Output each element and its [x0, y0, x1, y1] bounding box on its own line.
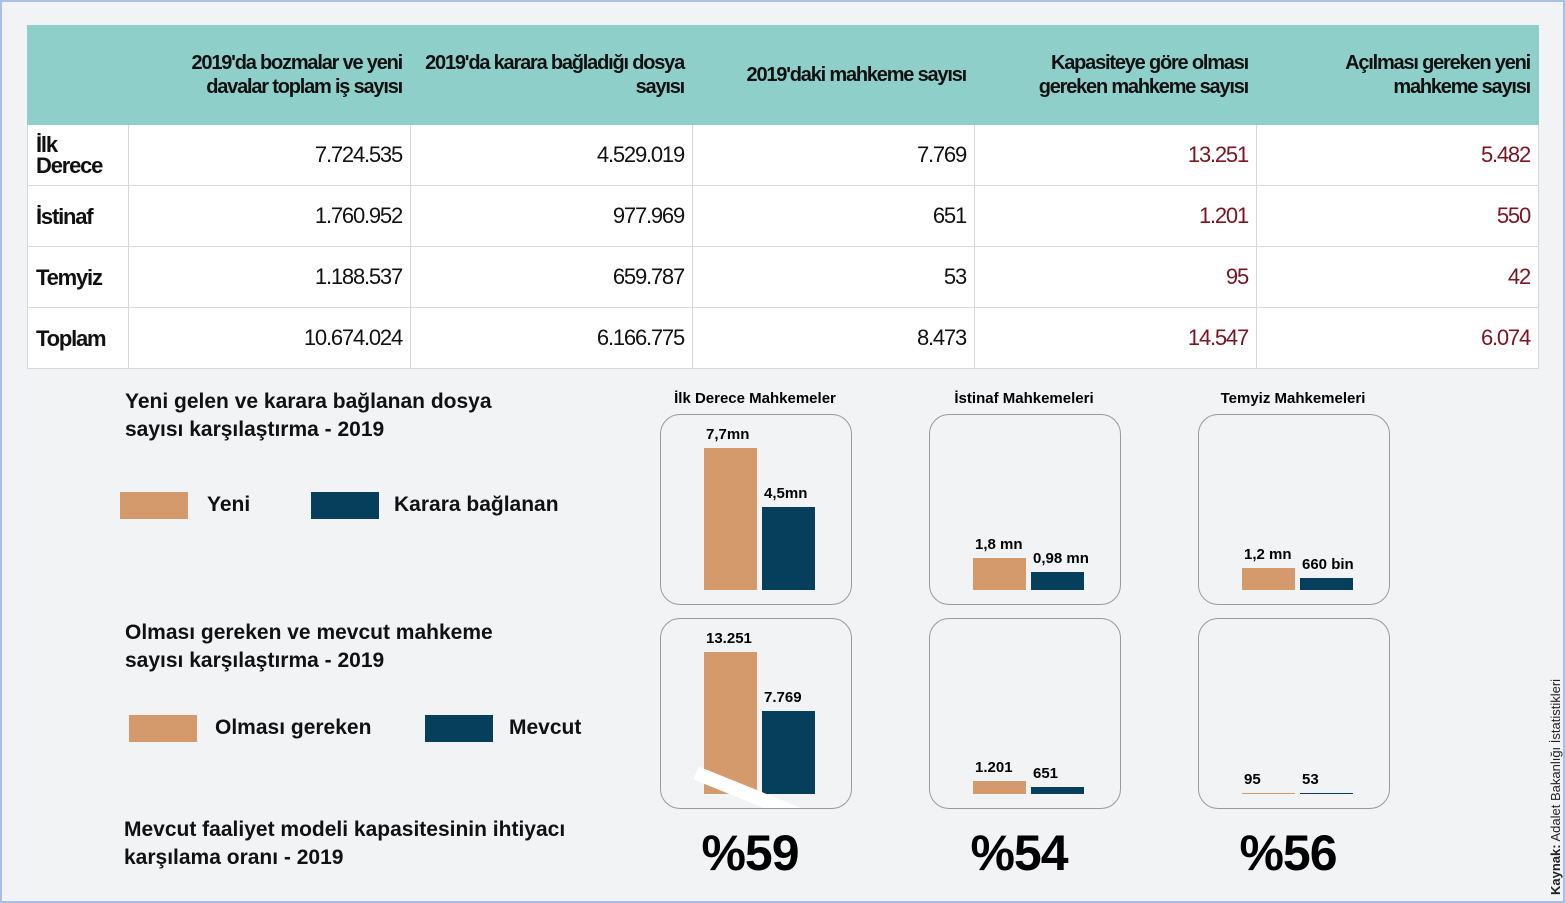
table-cell: 6.074 [1256, 307, 1539, 369]
value-label: 53 [1302, 771, 1319, 789]
table-cell: 659.787 [410, 246, 693, 308]
chart-panel: 1,2 mn 660 bin [1198, 414, 1390, 605]
chart-panel: 1,8 mn 0,98 mn [929, 414, 1121, 605]
legend-label: Olması gereken [215, 716, 372, 739]
table-cell: 53 [692, 246, 975, 308]
legend-swatch [425, 715, 493, 742]
table-cell: 1.201 [974, 185, 1257, 247]
chart-panel: 95 53 [1198, 618, 1390, 809]
value-label: 7.769 [764, 688, 802, 706]
section-title: Olması gereken ve mevcut mahkeme sayısı … [125, 621, 493, 672]
bar [1242, 792, 1295, 794]
table-cell: 5.482 [1256, 124, 1539, 186]
row-label: Temyiz [27, 246, 129, 308]
legend-label: Yeni [207, 493, 251, 516]
table-cell: 10.674.024 [128, 307, 411, 369]
value-label: 651 [1033, 765, 1059, 783]
bar [1300, 793, 1353, 794]
table-cell: 651 [692, 185, 975, 247]
value-label: 4,5mn [764, 484, 808, 502]
value-label: 1,8 mn [975, 535, 1023, 553]
table-cell: 1.188.537 [128, 246, 411, 308]
legend-label: Karara bağlanan [394, 493, 559, 516]
table-cell: 95 [974, 246, 1257, 308]
court-title: Temyiz Mahkemeleri [1220, 390, 1366, 407]
ratio-value: %54 [970, 825, 1068, 881]
table-cell: 14.547 [974, 307, 1257, 369]
ratio-value: %56 [1239, 825, 1337, 881]
bar [762, 710, 815, 794]
ratio-value: %59 [701, 825, 799, 881]
chart-panel: 1.201 651 [929, 618, 1121, 809]
legend-swatch [120, 492, 188, 519]
table-cell: 8.473 [692, 307, 975, 369]
source: Kaynak: Adalet Bakanlığı İstatistikleri [1548, 679, 1563, 895]
bar [762, 506, 815, 590]
value-label: 95 [1244, 770, 1261, 788]
section-title: Yeni gelen ve karara bağlanan dosya sayı… [125, 390, 492, 441]
table-cell: 550 [1256, 185, 1539, 247]
row-label: Toplam [27, 307, 129, 369]
header-row: 2019'da bozmalar ve yeni davalar toplam … [27, 25, 1539, 125]
table-cell: 6.166.775 [410, 307, 693, 369]
bar [704, 448, 757, 590]
data-table: 2019'da bozmalar ve yeni davalar toplam … [27, 25, 1539, 369]
value-label: 0,98 mn [1033, 550, 1089, 568]
table-row: Toplam 10.674.024 6.166.775 8.473 14.547 6.07… [27, 307, 1539, 369]
table-row: Temyiz 1.188.537 659.787 53 95 42 [27, 246, 1539, 308]
legend-label: Mevcut [509, 716, 582, 739]
table-cell: 1.760.952 [128, 185, 411, 247]
header-cell: 2019'da bozmalar ve yeni davalar toplam … [128, 25, 411, 125]
table-cell: 7.769 [692, 124, 975, 186]
chart-panel: 7,7mn 4,5mn [660, 414, 852, 605]
table-cell: 42 [1256, 246, 1539, 308]
header-cell: Kapasiteye göre olması gereken mahkeme s… [974, 25, 1257, 125]
table-row: İstinaf 1.760.952 977.969 651 1.201 550 [27, 185, 1539, 247]
source-text: Adalet Bakanlığı İstatistikleri [1548, 678, 1563, 842]
corner-cell [27, 25, 129, 125]
section-title: Mevcut faaliyet modeli kapasitesinin iht… [124, 818, 566, 869]
court-title: İlk Derece Mahkemeler [674, 390, 836, 407]
header-cell: Açılması gereken yeni mahkeme sayısı [1256, 25, 1539, 125]
bar [1031, 787, 1084, 794]
bar [1300, 577, 1353, 590]
legend-swatch [129, 715, 197, 742]
source-label: Kaynak: [1548, 844, 1563, 895]
legend-swatch [311, 492, 379, 519]
court-title: İstinaf Mahkemeleri [954, 390, 1094, 407]
bar [973, 557, 1026, 590]
table-body: İlk Derece 7.724.535 4.529.019 7.769 13.251 5… [27, 124, 1539, 369]
table-cell: 13.251 [974, 124, 1257, 186]
bar [1031, 572, 1084, 590]
bar [973, 781, 1026, 794]
value-label: 1.201 [975, 759, 1013, 777]
row-label: İstinaf [27, 185, 129, 247]
header-cell: 2019'da karara bağladığı dosya sayısı [410, 25, 693, 125]
chart-panel: 13.251 7.769 [660, 618, 852, 809]
header-cell: 2019'daki mahkeme sayısı [692, 25, 975, 125]
value-label: 1,2 mn [1244, 546, 1292, 564]
table-cell: 4.529.019 [410, 124, 693, 186]
row-label: İlk Derece [27, 124, 129, 186]
table-row: İlk Derece 7.724.535 4.529.019 7.769 13.251 5… [27, 124, 1539, 186]
bar [1242, 568, 1295, 590]
value-label: 7,7mn [706, 426, 750, 443]
table-cell: 7.724.535 [128, 124, 411, 186]
bar [704, 652, 757, 794]
value-label: 660 bin [1302, 555, 1354, 573]
table-cell: 977.969 [410, 185, 693, 247]
value-label: 13.251 [706, 630, 752, 647]
